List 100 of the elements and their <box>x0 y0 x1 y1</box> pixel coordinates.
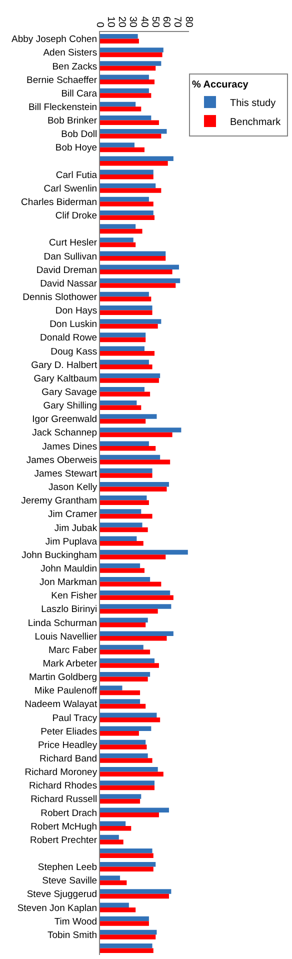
bar <box>100 943 152 948</box>
bar <box>100 160 168 166</box>
bar <box>100 686 122 690</box>
y-tick-label: Marc Faber <box>48 644 98 656</box>
bar <box>100 582 162 586</box>
bar <box>100 115 152 120</box>
bar <box>100 794 142 799</box>
legend-label: Benchmark <box>230 116 282 128</box>
y-tick-label: Bob Doll <box>61 129 98 140</box>
bar <box>100 536 137 542</box>
bar <box>100 636 167 641</box>
bar <box>100 405 142 410</box>
bar <box>100 590 170 596</box>
bar <box>100 428 182 432</box>
bar <box>100 758 152 763</box>
x-tick-label: 10 <box>104 16 116 28</box>
x-tick-label: 40 <box>138 16 150 28</box>
bar <box>100 102 136 107</box>
bar <box>100 332 146 338</box>
bar <box>100 454 160 460</box>
y-tick-label: Bill Fleckenstein <box>28 102 98 113</box>
bar <box>100 310 152 316</box>
bar <box>100 527 148 532</box>
y-tick-label: Stephen Leeb <box>38 862 98 874</box>
bar <box>100 61 162 66</box>
bar <box>100 38 139 44</box>
bar <box>100 210 154 216</box>
y-tick-label: Aden Sisters <box>43 48 98 59</box>
bar <box>100 386 144 392</box>
y-tick-label: Bernie Schaeffer <box>26 74 98 86</box>
bar <box>100 142 134 148</box>
bar <box>100 894 169 899</box>
bar <box>100 319 162 324</box>
bar <box>100 93 152 98</box>
bar <box>100 482 169 487</box>
bar <box>100 52 162 58</box>
bar <box>100 704 146 709</box>
bar <box>100 595 174 600</box>
x-tick-label: 50 <box>149 16 160 28</box>
y-tick-label: Paul Tracy <box>52 712 98 724</box>
y-tick-label: Robert Prechter <box>30 834 98 846</box>
bar <box>100 188 162 193</box>
bar <box>100 460 170 464</box>
y-tick-label: David Dreman <box>36 264 98 276</box>
y-tick-label: Louis Navellier <box>34 631 98 642</box>
x-tick-label: 30 <box>127 16 138 28</box>
y-tick-label: Jim Puplava <box>45 536 98 548</box>
bar <box>100 278 180 284</box>
bar <box>100 522 142 528</box>
bar <box>100 306 152 310</box>
legend-title: % Accuracy <box>192 80 249 91</box>
y-tick-label: Steve Saville <box>42 876 98 887</box>
y-tick-label: James Stewart <box>34 468 98 480</box>
y-tick-label: Nadeem Walayat <box>24 699 98 710</box>
bar <box>100 550 188 555</box>
y-tick-label: Richard Moroney <box>24 767 98 778</box>
bar <box>100 224 136 229</box>
y-tick-label: Steven Jon Kaplan <box>17 902 98 914</box>
y-tick-label: Gary Savage <box>42 387 98 398</box>
y-tick-label: Gary Shilling <box>43 400 98 412</box>
y-tick-label: Laszlo Birinyi <box>41 604 98 616</box>
bar <box>100 174 154 180</box>
bar <box>100 644 144 650</box>
bar <box>100 256 166 261</box>
bar <box>100 541 144 546</box>
y-tick-label: Tobin Smith <box>47 930 98 941</box>
bar <box>100 364 152 370</box>
bar <box>100 921 149 926</box>
y-tick-label: Curt Hesler <box>49 238 98 249</box>
bar <box>100 608 158 614</box>
bar <box>100 80 155 84</box>
bar <box>100 170 154 175</box>
y-tick-label: Linda Schurman <box>28 618 98 629</box>
bar <box>100 373 160 378</box>
y-tick-label: Jeremy Grantham <box>21 496 98 507</box>
bar <box>100 418 146 424</box>
bar <box>100 853 154 858</box>
y-tick-label: Carl Swenlin <box>44 183 98 194</box>
y-tick-label: Richard Band <box>40 754 98 765</box>
bar <box>100 848 152 854</box>
bar <box>100 740 146 745</box>
bar <box>100 563 140 568</box>
bar <box>100 604 172 609</box>
bar <box>100 414 157 419</box>
y-tick-label: Charles Biderman <box>21 196 98 208</box>
y-tick-label: Mike Paulenoff <box>34 686 98 697</box>
y-tick-label: Jon Markman <box>40 577 98 588</box>
bar <box>100 866 154 872</box>
bar <box>100 821 126 826</box>
bar <box>100 270 172 274</box>
y-tick-label: Bill Cara <box>61 88 98 100</box>
bar <box>100 432 172 438</box>
bar <box>100 183 156 188</box>
y-tick-label: Ben Zacks <box>52 61 98 72</box>
bar <box>100 66 156 71</box>
bar <box>100 486 167 492</box>
y-tick-label: Dennis Slothower <box>22 292 98 304</box>
bar <box>100 202 154 206</box>
bar <box>100 88 149 94</box>
bar <box>100 120 159 125</box>
